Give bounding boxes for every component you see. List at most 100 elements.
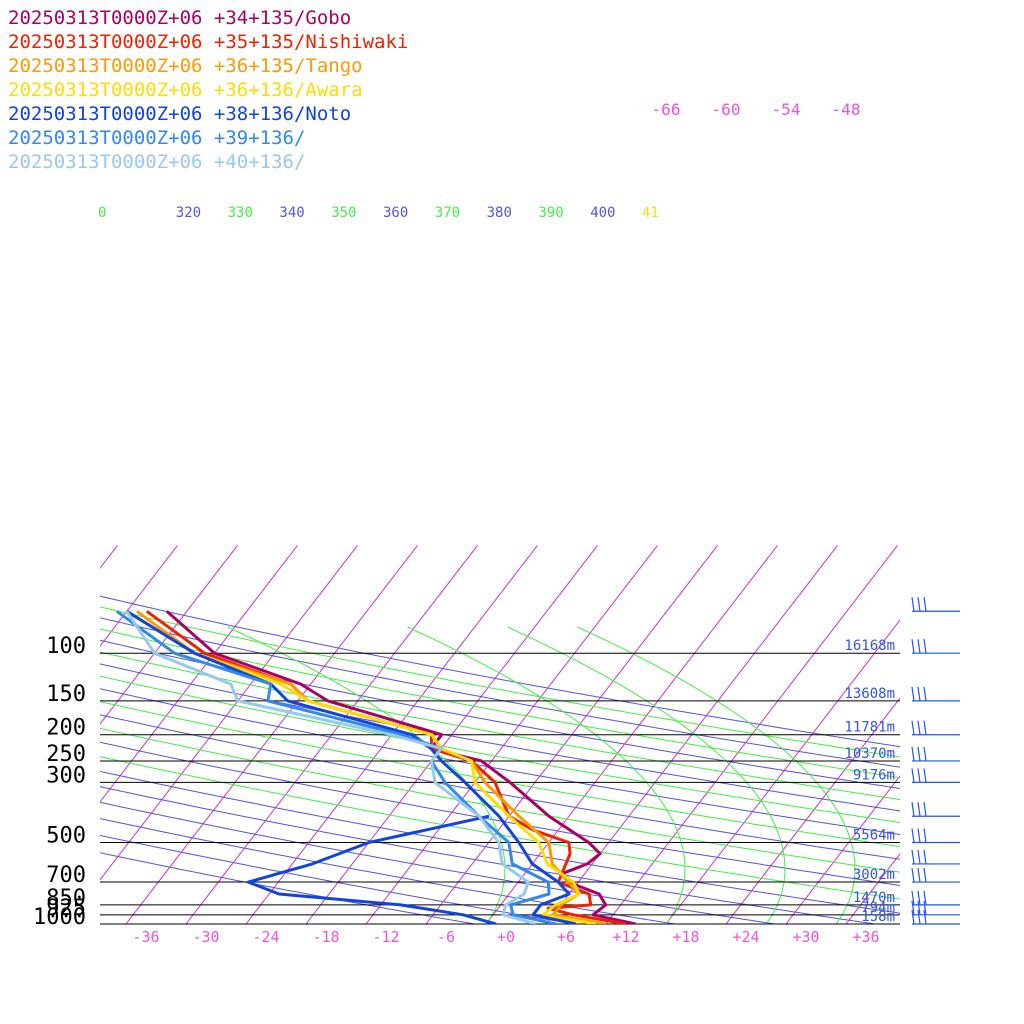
pressure-label: 150	[46, 682, 86, 707]
adiabat-line	[100, 651, 900, 801]
x-tick-label: +30	[792, 928, 819, 946]
isobar-lines	[100, 652, 900, 925]
theta-label: 330	[228, 205, 253, 221]
legend-item: 20250313T0000Z+06 +38+136/Noto	[8, 103, 351, 125]
wind-barb-flag	[917, 900, 921, 915]
legend-item: 20250313T0000Z+06 +36+136/Awara	[8, 79, 363, 101]
wind-barb-flag	[923, 720, 927, 735]
wind-barb-flag	[917, 828, 921, 843]
theta-label: 380	[487, 205, 512, 221]
x-tick-label: -6	[437, 928, 455, 946]
theta-label: 320	[176, 205, 201, 221]
mixing-ratio-label: -48	[832, 100, 861, 119]
isotherm-line	[966, 545, 1024, 924]
wind-barb-flag	[911, 686, 915, 701]
adiabat-line	[100, 606, 900, 758]
mixing-ratio-label: -54	[772, 100, 801, 119]
wind-barb-flag	[923, 900, 927, 915]
mixing-ratio-label: -60	[712, 100, 741, 119]
wind-barb-flag	[917, 720, 921, 735]
height-label: 9176m	[853, 767, 895, 783]
x-tick-label: -24	[252, 928, 279, 946]
theta-label: 390	[538, 205, 563, 221]
x-tick-label: +6	[557, 928, 575, 946]
pressure-label: 700	[46, 863, 86, 888]
wind-barb-flag	[923, 890, 927, 905]
height-label: 13608m	[844, 686, 895, 702]
pressure-label: 850	[46, 886, 86, 911]
x-tick-label: -12	[372, 928, 399, 946]
wind-barb-flag	[911, 900, 915, 915]
adiabat-line	[100, 727, 900, 873]
wind-barb-flag	[917, 686, 921, 701]
height-label: 794m	[861, 900, 895, 916]
adiabat-line	[100, 688, 900, 835]
height-label: 10370m	[844, 746, 895, 762]
wind-barb-flag	[917, 639, 921, 654]
wind-barb-flag	[923, 849, 927, 865]
adiabat-line	[100, 675, 900, 824]
wind-barb-flag	[911, 909, 915, 925]
isotherm-line	[845, 853, 900, 924]
isotherm-line	[785, 775, 900, 924]
wind-barb-flag	[917, 746, 921, 762]
wind-barb-flag	[911, 597, 915, 612]
series-line-39-136	[115, 610, 557, 924]
wind-barb-flag	[911, 849, 915, 865]
adiabat-line	[100, 818, 678, 924]
wind-barb-flag	[923, 639, 927, 654]
wind-barb-flag	[911, 802, 915, 817]
wind-barb-flag	[917, 597, 921, 612]
wind-barb-flag	[923, 746, 927, 762]
wind-barb-flag	[911, 867, 915, 883]
mixing-ratio-label: -66	[652, 100, 681, 119]
wind-barb-flag	[917, 849, 921, 865]
legend-item: 20250313T0000Z+06 +39+136/	[8, 127, 305, 149]
pressure-label: 100	[46, 634, 86, 659]
pressure-label: 200	[46, 716, 86, 741]
adiabat-line	[100, 639, 900, 790]
legend-item: 20250313T0000Z+06 +35+135/Nishiwaki	[8, 31, 408, 53]
x-tick-label: -30	[192, 928, 219, 946]
theta-label: 370	[435, 205, 460, 221]
wind-barb-flag	[917, 867, 921, 883]
adiabat-line	[100, 628, 900, 779]
adiabat-line	[100, 801, 778, 924]
x-tick-label: +24	[732, 928, 759, 946]
x-tick-label: +18	[672, 928, 699, 946]
theta-label: 400	[590, 205, 615, 221]
pressure-label: 250	[46, 742, 86, 767]
theta-label: 350	[331, 205, 356, 221]
wind-barb-flag	[923, 768, 927, 783]
x-tick-label: -36	[132, 928, 159, 946]
pressure-label: 1000	[33, 905, 86, 930]
x-tick-label: +36	[852, 928, 879, 946]
theta-label: 0	[98, 205, 106, 221]
series-line-awara	[126, 610, 597, 924]
height-label: 16168m	[844, 638, 895, 654]
pressure-label: 925	[46, 896, 86, 921]
wind-barb-flag	[923, 686, 927, 701]
wind-barb-flag	[923, 909, 927, 925]
wind-barb-flag	[911, 720, 915, 735]
height-label: 11781m	[844, 720, 895, 736]
height-label: 1470m	[853, 890, 895, 906]
legend: 20250313T0000Z+06 +34+135/Gobo20250313T0…	[8, 7, 408, 173]
wind-barb-flag	[911, 768, 915, 783]
x-tick-label: +12	[612, 928, 639, 946]
adiabat-line	[100, 756, 900, 900]
legend-item: 20250313T0000Z+06 +40+136/	[8, 151, 305, 173]
adiabat-line	[100, 834, 578, 924]
x-tick-label: -18	[312, 928, 339, 946]
pressure-label: 300	[46, 763, 86, 788]
legend-item: 20250313T0000Z+06 +36+135/Tango	[8, 55, 363, 77]
series-line-gobo	[165, 610, 637, 924]
theta-label: 41	[642, 205, 659, 221]
wind-barb-flag	[911, 890, 915, 905]
axis-labels: 100 16168m 150 13608m 200 11781m 250 10370m 300 9…	[33, 100, 895, 946]
wind-barb-flag	[917, 890, 921, 905]
wind-barb-flag	[911, 746, 915, 762]
height-label: 158m	[861, 909, 895, 925]
adiabat-line	[100, 786, 878, 924]
